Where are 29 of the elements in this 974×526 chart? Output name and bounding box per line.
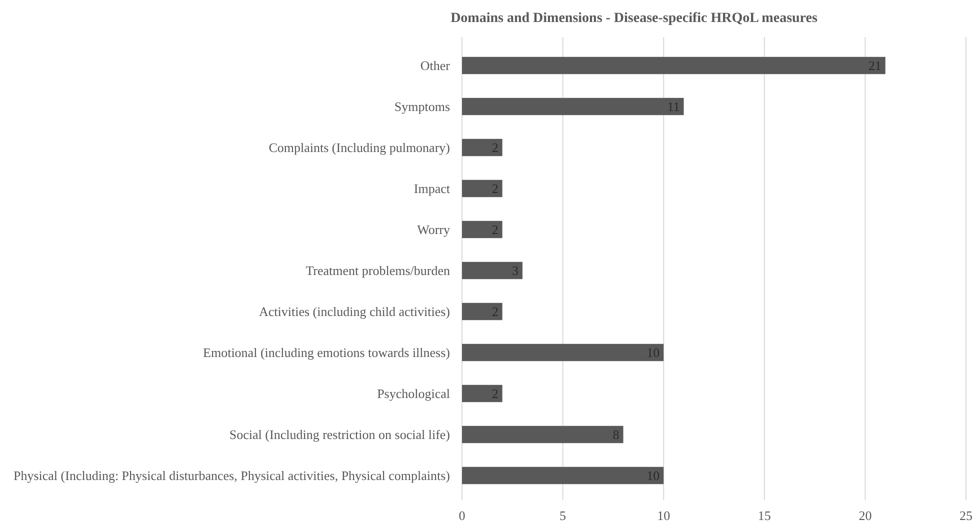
y-tick-label: Psychological bbox=[377, 386, 450, 402]
bar bbox=[462, 426, 624, 444]
bar bbox=[462, 98, 684, 116]
y-tick-label: Complaints (Including pulmonary) bbox=[268, 140, 450, 156]
y-tick-label: Worry bbox=[417, 222, 450, 238]
y-tick-label: Treatment problems/burden bbox=[306, 263, 450, 278]
bar bbox=[462, 56, 886, 74]
bar bbox=[462, 384, 502, 402]
chart-title: Domains and Dimensions - Disease-specific HRQoL measures bbox=[450, 11, 818, 26]
bar bbox=[462, 466, 664, 484]
bar bbox=[462, 302, 502, 320]
x-tick-label: 0 bbox=[458, 508, 466, 523]
y-tick-label: Social (Including restriction on social life) bbox=[229, 427, 450, 442]
y-tick-label: Emotional (including emotions towards illness) bbox=[203, 345, 450, 360]
x-tick-label: 20 bbox=[858, 508, 872, 523]
y-tick-label: Impact bbox=[414, 181, 450, 196]
y-tick-label: Activities (including child activities) bbox=[259, 304, 450, 320]
x-tick-label: 5 bbox=[560, 508, 566, 523]
bar bbox=[462, 138, 502, 156]
y-tick-label: Other bbox=[420, 58, 451, 74]
x-tick-label: 15 bbox=[758, 508, 771, 523]
y-tick-label: Symptoms bbox=[394, 99, 450, 114]
y-tick-label: Physical (Including: Physical disturbances, Physical activities, Physical complaints) bbox=[13, 468, 450, 484]
bar bbox=[462, 180, 502, 198]
bar bbox=[462, 220, 502, 238]
x-tick-label: 10 bbox=[657, 508, 670, 523]
bar bbox=[462, 344, 664, 362]
bar bbox=[462, 262, 522, 280]
x-tick-label: 25 bbox=[960, 508, 972, 523]
